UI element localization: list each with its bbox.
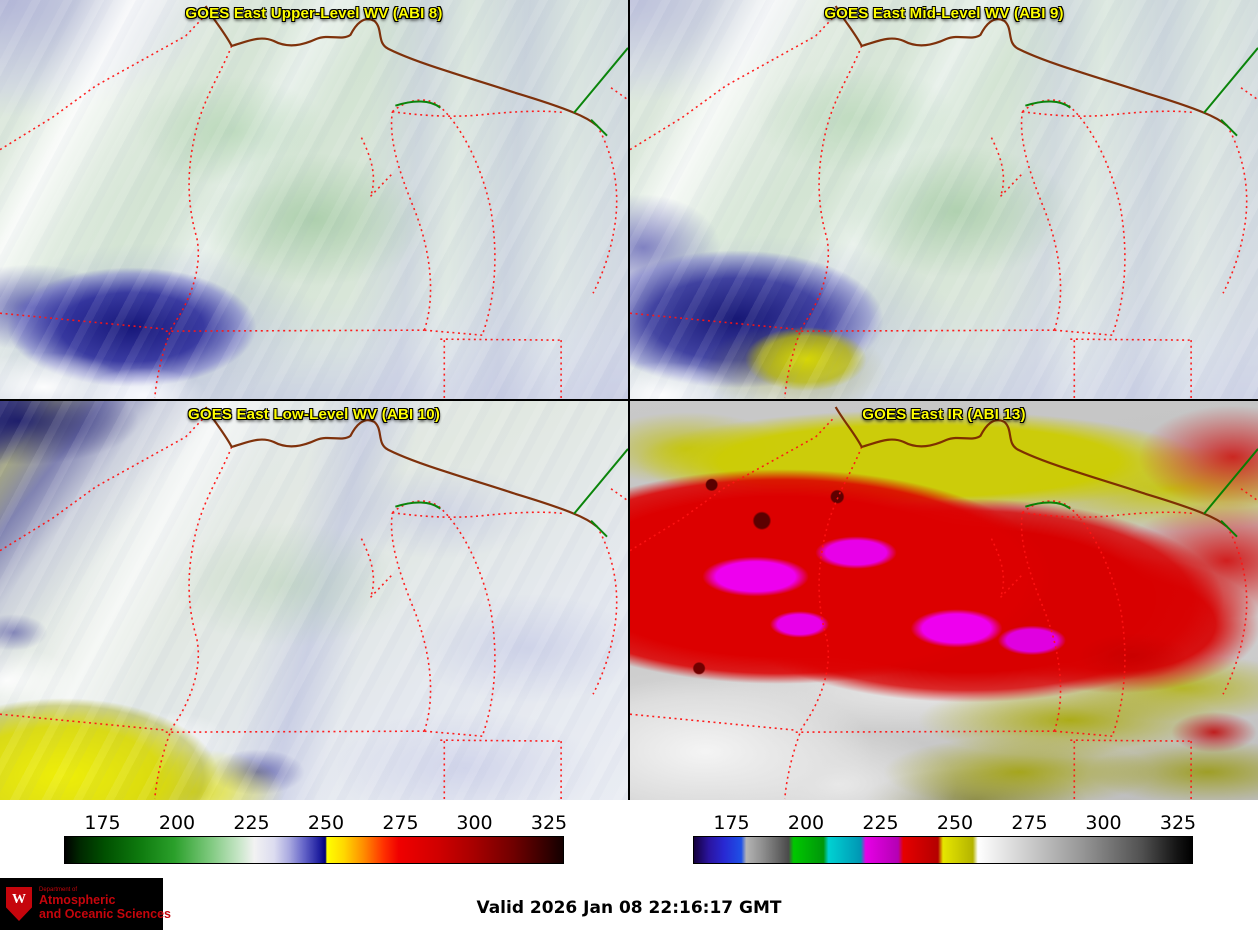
state-borders-dotted [630,416,1258,800]
tick-label: 325 [530,812,568,834]
tick-label: 225 [233,812,270,834]
lake-superior-shoreline [204,5,598,127]
crest-letter: W [12,892,26,907]
tick-label: 225 [862,812,899,834]
panel-mid-level-wv: GOES East Mid-Level WV (ABI 9) [630,0,1258,399]
tick-label: 175 [713,812,750,834]
water-boundary-lines [395,47,628,137]
panel-ir: GOES East IR (ABI 13) [630,401,1258,800]
valid-time: Valid 2026 Jan 08 22:16:17 GMT [476,898,782,919]
panel-title-abi10: GOES East Low-Level WV (ABI 10) [187,406,441,423]
uw-aos-logo: W Department of Atmospheric and Oceanic … [0,878,171,930]
panel-title-abi8: GOES East Upper-Level WV (ABI 8) [185,5,443,22]
state-borders-dotted [0,15,628,399]
logo-line-2: and Oceanic Sciences [39,907,172,922]
wv-colorbar-ticks: 175 200 225 250 275 300 325 [64,808,568,836]
logo-line-1: Atmospheric [39,893,116,908]
tick-label: 175 [84,812,121,834]
tick-label: 250 [307,812,345,834]
state-borders-dotted [630,15,1258,399]
map-borders-overlay [0,406,628,800]
footer: W Department of Atmospheric and Oceanic … [0,878,1258,930]
tick-label: 300 [1085,812,1122,834]
tick-label: 275 [1011,812,1048,834]
lake-superior-shoreline [204,406,598,528]
ir-colorbar-gradient [693,836,1193,864]
map-borders-overlay [630,5,1258,399]
panel-low-level-wv: GOES East Low-Level WV (ABI 10) [0,401,628,800]
tick-label: 275 [382,812,419,834]
lake-superior-shoreline [834,406,1228,528]
water-boundary-lines [1025,47,1258,137]
logo-text: Department of Atmospheric and Oceanic Sc… [39,887,171,922]
tick-label: 250 [936,812,974,834]
satellite-panel-grid: GOES East Upper-Level WV (ABI 8) [0,0,1258,800]
map-borders-overlay [630,406,1258,800]
ir-colorbar: 175 200 225 250 275 300 325 [629,800,1258,878]
tick-label: 200 [158,812,196,834]
wv-colorbar-gradient [64,836,564,864]
water-boundary-lines [395,448,628,538]
panel-upper-level-wv: GOES East Upper-Level WV (ABI 8) [0,0,628,399]
water-boundary-lines [1025,448,1258,538]
logo-dept-line: Department of [39,886,78,893]
ir-colorbar-ticks: 175 200 225 250 275 300 325 [693,808,1197,836]
panel-title-abi13: GOES East IR (ABI 13) [862,406,1026,423]
lake-superior-shoreline [834,5,1228,127]
colorbar-row: 175 200 225 250 275 300 325 175 200 225 … [0,800,1258,878]
tick-label: 325 [1159,812,1197,834]
tick-label: 300 [456,812,493,834]
wv-colorbar: 175 200 225 250 275 300 325 [0,800,629,878]
tick-label: 200 [787,812,825,834]
state-borders-dotted [0,416,628,800]
map-borders-overlay [0,5,628,399]
panel-title-abi9: GOES East Mid-Level WV (ABI 9) [824,5,1064,22]
